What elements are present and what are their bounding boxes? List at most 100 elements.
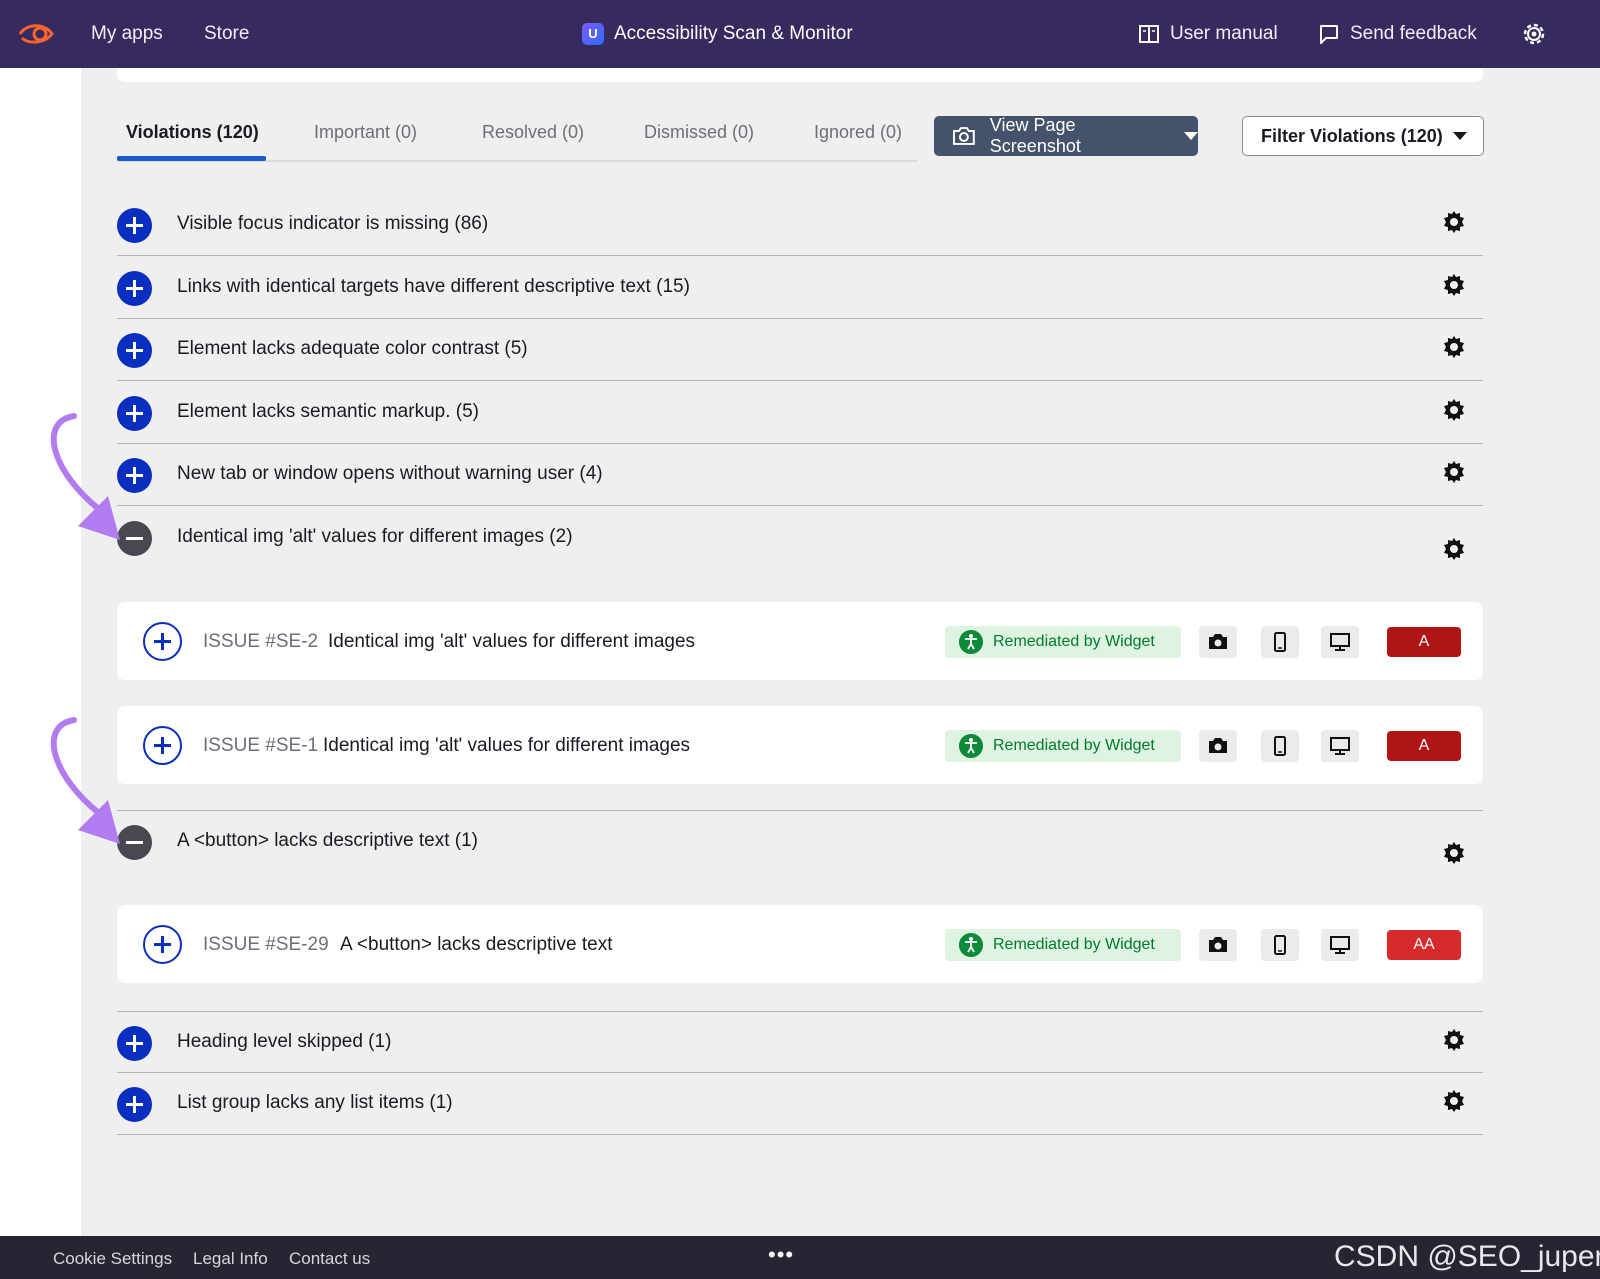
gear-icon[interactable] — [1442, 460, 1466, 484]
settings-gear-icon[interactable] — [1520, 20, 1548, 48]
violation-tabs: Violations (120) Important (0) Resolved … — [117, 112, 917, 162]
watermark: CSDN @SEO_juper — [1334, 1240, 1600, 1273]
remediated-badge: Remediated by Widget — [945, 929, 1181, 961]
camera-icon — [952, 127, 975, 145]
expand-plus-icon[interactable] — [117, 208, 152, 243]
violation-row[interactable]: Links with identical targets have differ… — [117, 257, 1483, 319]
desktop-icon — [1330, 633, 1350, 651]
violation-row[interactable]: List group lacks any list items (1) — [117, 1073, 1483, 1135]
app-badge-icon: U — [582, 23, 604, 45]
user-manual-label: User manual — [1170, 23, 1278, 44]
violation-row-expanded[interactable]: Identical img 'alt' values for different… — [117, 507, 1483, 569]
gear-icon[interactable] — [1442, 1089, 1466, 1113]
filter-violations-button[interactable]: Filter Violations (120) — [1242, 116, 1484, 156]
mobile-icon — [1274, 632, 1286, 652]
mobile-view-button[interactable] — [1261, 929, 1299, 961]
expand-plus-icon[interactable] — [143, 925, 182, 964]
nav-store[interactable]: Store — [204, 23, 250, 44]
expand-plus-icon[interactable] — [143, 726, 182, 765]
violation-label: Links with identical targets have differ… — [177, 276, 690, 297]
wcag-level-badge: AA — [1387, 930, 1461, 960]
app-title-text: Accessibility Scan & Monitor — [614, 23, 853, 44]
tab-important[interactable]: Important (0) — [314, 122, 418, 142]
violation-row[interactable]: Element lacks semantic markup. (5) — [117, 382, 1483, 444]
issue-card[interactable]: ISSUE #SE-2 Identical img 'alt' values f… — [117, 602, 1483, 680]
book-icon — [1139, 25, 1159, 43]
issue-title: Identical img 'alt' values for different… — [328, 631, 696, 652]
send-feedback-link[interactable]: Send feedback — [1318, 0, 1477, 68]
violation-label: Heading level skipped (1) — [177, 1031, 392, 1052]
gear-icon[interactable] — [1442, 210, 1466, 234]
mobile-view-button[interactable] — [1261, 730, 1299, 762]
filter-label: Filter Violations (120) — [1261, 125, 1443, 146]
expand-plus-icon[interactable] — [117, 271, 152, 306]
app-title: U Accessibility Scan & Monitor — [582, 0, 853, 68]
gear-icon[interactable] — [1442, 841, 1466, 865]
remediated-label: Remediated by Widget — [993, 737, 1155, 754]
remediated-badge: Remediated by Widget — [945, 730, 1181, 762]
screenshot-button[interactable] — [1199, 626, 1237, 658]
contact-us-link[interactable]: Contact us — [289, 1249, 371, 1268]
tab-resolved[interactable]: Resolved (0) — [482, 122, 585, 142]
desktop-view-button[interactable] — [1321, 730, 1359, 762]
top-bar: My apps Store U Accessibility Scan & Mon… — [0, 0, 1600, 68]
desktop-icon — [1330, 936, 1350, 954]
chevron-down-icon — [1184, 132, 1198, 140]
violation-row-expanded[interactable]: A <button> lacks descriptive text (1) — [117, 810, 1483, 872]
tab-ignored[interactable]: Ignored (0) — [814, 122, 903, 142]
desktop-view-button[interactable] — [1321, 929, 1359, 961]
violation-row[interactable]: New tab or window opens without warning … — [117, 444, 1483, 506]
view-page-screenshot-button[interactable]: View Page Screenshot — [934, 115, 1198, 156]
remediated-badge: Remediated by Widget — [945, 626, 1181, 658]
gear-icon[interactable] — [1442, 537, 1466, 561]
screenshot-button[interactable] — [1199, 730, 1237, 762]
more-options-icon[interactable]: ••• — [768, 1242, 795, 1267]
violation-label: New tab or window opens without warning … — [177, 463, 603, 484]
violation-row[interactable]: Visible focus indicator is missing (86) — [117, 194, 1483, 256]
legal-info-link[interactable]: Legal Info — [193, 1249, 268, 1268]
mobile-icon — [1274, 935, 1286, 955]
tab-violations[interactable]: Violations (120) — [126, 122, 259, 142]
semrush-logo-icon[interactable] — [18, 20, 54, 48]
expand-plus-icon[interactable] — [117, 1087, 152, 1122]
violation-row[interactable]: Element lacks adequate color contrast (5… — [117, 319, 1483, 381]
expand-plus-icon[interactable] — [117, 458, 152, 493]
issue-title: Identical img 'alt' values for different… — [323, 735, 691, 756]
expand-plus-icon[interactable] — [117, 396, 152, 431]
remediated-label: Remediated by Widget — [993, 936, 1155, 953]
camera-icon — [1209, 937, 1227, 952]
desktop-view-button[interactable] — [1321, 626, 1359, 658]
annotation-arrow-icon — [50, 413, 120, 540]
gear-icon[interactable] — [1442, 1028, 1466, 1052]
gear-icon[interactable] — [1442, 335, 1466, 359]
violation-label: Element lacks adequate color contrast (5… — [177, 338, 528, 359]
camera-icon — [1209, 738, 1227, 753]
nav-my-apps[interactable]: My apps — [91, 23, 163, 44]
issue-card[interactable]: ISSUE #SE-1 Identical img 'alt' values f… — [117, 706, 1483, 784]
gear-icon[interactable] — [1442, 398, 1466, 422]
mobile-view-button[interactable] — [1261, 626, 1299, 658]
issue-card[interactable]: ISSUE #SE-29 A <button> lacks descriptiv… — [117, 905, 1483, 983]
wcag-level-badge: A — [1387, 627, 1461, 657]
violation-row[interactable]: Heading level skipped (1) — [117, 1011, 1483, 1073]
expand-plus-icon[interactable] — [117, 1026, 152, 1061]
issue-id: ISSUE #SE-2 — [203, 631, 319, 652]
remediated-label: Remediated by Widget — [993, 633, 1155, 650]
collapse-minus-icon[interactable] — [117, 521, 152, 556]
screenshot-button[interactable] — [1199, 929, 1237, 961]
expand-plus-icon[interactable] — [143, 622, 182, 661]
cookie-settings-link[interactable]: Cookie Settings — [53, 1249, 173, 1268]
violation-label: Element lacks semantic markup. (5) — [177, 401, 479, 422]
expand-plus-icon[interactable] — [117, 333, 152, 368]
chevron-down-icon — [1452, 132, 1467, 140]
send-feedback-label: Send feedback — [1350, 23, 1477, 44]
accessibility-icon — [959, 734, 983, 758]
left-sidebar-strip — [0, 68, 81, 1236]
gear-icon[interactable] — [1442, 273, 1466, 297]
desktop-icon — [1330, 737, 1350, 755]
user-manual-link[interactable]: User manual — [1138, 0, 1278, 68]
collapse-minus-icon[interactable] — [117, 825, 152, 860]
chat-bubble-icon — [1320, 25, 1338, 44]
violation-label: A <button> lacks descriptive text (1) — [177, 830, 478, 851]
tab-dismissed[interactable]: Dismissed (0) — [644, 122, 755, 142]
